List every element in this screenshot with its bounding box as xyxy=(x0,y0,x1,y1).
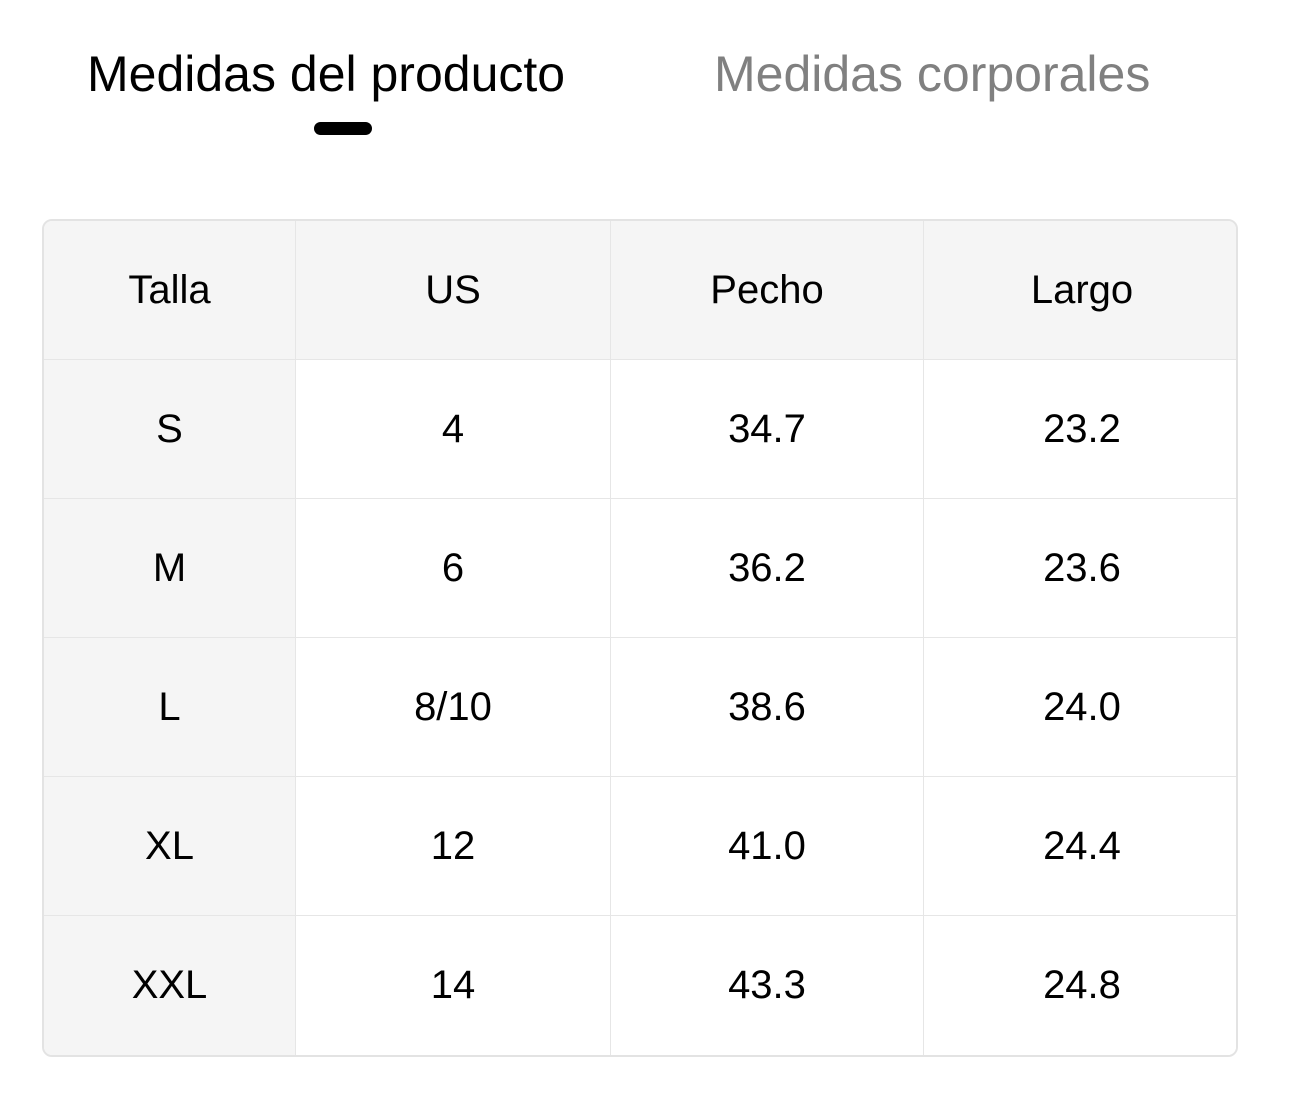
table-cell: 6 xyxy=(296,499,611,638)
table-header-cell: Largo xyxy=(924,221,1236,360)
table-cell: XXL xyxy=(44,916,296,1055)
table-cell: 24.4 xyxy=(924,777,1236,916)
table-header-cell: US xyxy=(296,221,611,360)
tab-medidas-del-producto[interactable]: Medidas del producto xyxy=(87,46,566,102)
table-cell: 24.0 xyxy=(924,638,1236,777)
table-header-cell: Talla xyxy=(44,221,296,360)
table-cell: 24.8 xyxy=(924,916,1236,1055)
table-header-cell: Pecho xyxy=(611,221,924,360)
size-table: Talla US Pecho Largo S 4 34.7 23.2 M 6 36.2 23.6 L 8/… xyxy=(42,219,1238,1057)
table-cell: L xyxy=(44,638,296,777)
table-cell: 38.6 xyxy=(611,638,924,777)
table-cell: S xyxy=(44,360,296,499)
table-cell: 36.2 xyxy=(611,499,924,638)
table-cell: 41.0 xyxy=(611,777,924,916)
table-cell: 34.7 xyxy=(611,360,924,499)
table-cell: 43.3 xyxy=(611,916,924,1055)
table-cell: 23.2 xyxy=(924,360,1236,499)
table-cell: XL xyxy=(44,777,296,916)
table-cell: M xyxy=(44,499,296,638)
table-cell: 12 xyxy=(296,777,611,916)
tab-medidas-corporales[interactable]: Medidas corporales xyxy=(714,46,1151,102)
table-cell: 14 xyxy=(296,916,611,1055)
table-cell: 8/10 xyxy=(296,638,611,777)
table-cell: 4 xyxy=(296,360,611,499)
active-tab-indicator xyxy=(314,122,372,135)
table-cell: 23.6 xyxy=(924,499,1236,638)
